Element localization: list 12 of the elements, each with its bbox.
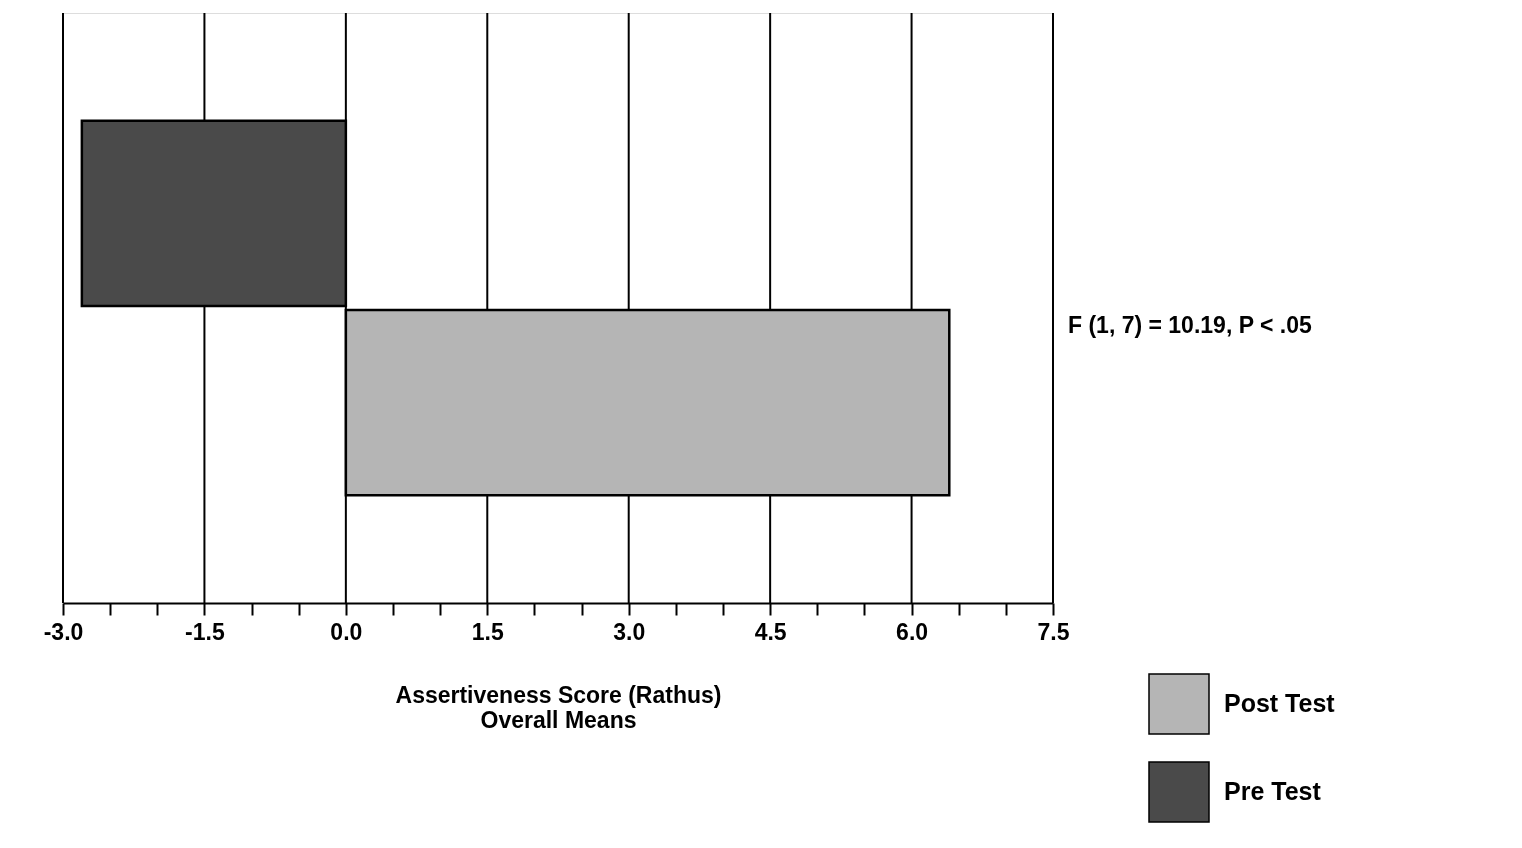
x-tick-label: 7.5 (1037, 618, 1070, 645)
x-tick-label: 4.5 (754, 618, 787, 645)
x-tick-label: -3.0 (43, 618, 84, 645)
text: F (1, 7) = 10.19, P < .05 (1068, 311, 1312, 338)
x-tick-label: -1.5 (185, 618, 225, 645)
x-tick-label: 1.5 (471, 618, 504, 645)
legend-label: Pre Test (1224, 777, 1322, 805)
x-tick-label: 6.0 (896, 618, 929, 645)
x-tick-label: 3.0 (613, 618, 646, 645)
x-tick-label: 0.0 (330, 618, 363, 645)
x-axis-title: Assertiveness Score (Rathus) Overall Means (395, 681, 722, 733)
legend-label: Post Test (1224, 689, 1336, 717)
